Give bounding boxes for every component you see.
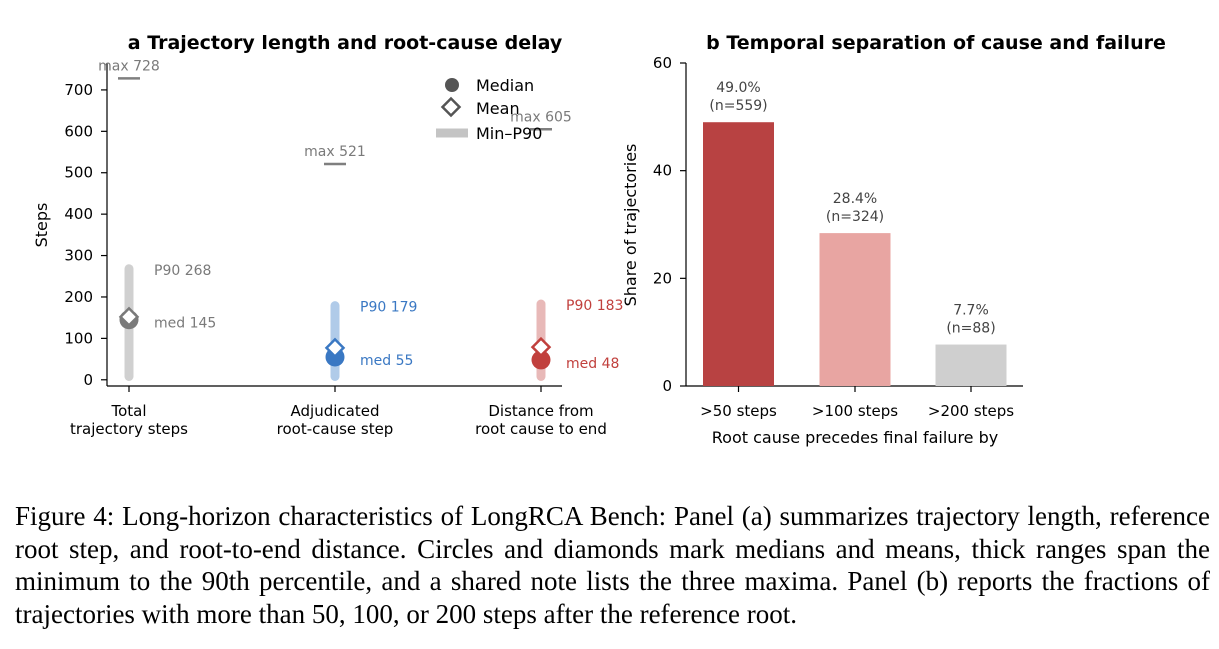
panel-b-xtick-label: >100 steps [812, 402, 898, 420]
panel-a-xtick-label: Total [110, 402, 146, 420]
max-label: max 521 [304, 144, 366, 160]
legend-mean-label: Mean [476, 99, 520, 118]
bar-count-label: (n=324) [826, 209, 884, 225]
legend-median-marker [445, 78, 459, 92]
median-label: med 145 [154, 316, 216, 332]
p90-label: P90 183 [566, 298, 623, 314]
panel-a-ytick-label: 100 [64, 329, 93, 347]
bar-percent-label: 49.0% [716, 80, 760, 96]
median-marker [531, 350, 551, 370]
panel-a-ytick-label: 600 [64, 122, 93, 140]
median-label: med 55 [360, 353, 413, 369]
panel-b-ytick-label: 0 [662, 377, 672, 395]
panel-a-xtick-label: root-cause step [277, 420, 394, 438]
max-label: max 728 [98, 58, 160, 74]
panel-a: a Trajectory length and root-cause delay… [32, 32, 623, 438]
panel-b-xtick-label: >200 steps [928, 402, 1014, 420]
panel-a-ytick-label: 300 [64, 247, 93, 265]
mean-marker [530, 336, 552, 358]
panel-a-title: a Trajectory length and root-cause delay [128, 32, 563, 54]
panel-a-xtick-label: trajectory steps [70, 420, 188, 438]
panel-a-xtick-label: root cause to end [475, 420, 607, 438]
figure-caption: Figure 4: Long-horizon characteristics o… [15, 501, 1210, 629]
panel-a-xtick-label: Distance from [488, 402, 593, 420]
panel-a-legend: Median Mean Min–P90 [436, 76, 542, 143]
panel-b-ytick-label: 20 [653, 269, 672, 287]
bar-percent-label: 7.7% [953, 303, 989, 319]
bar-count-label: (n=559) [709, 98, 767, 114]
bar-percent-label: 28.4% [833, 191, 877, 207]
max-label: max 605 [510, 109, 572, 125]
panel-a-ytick-label: 200 [64, 288, 93, 306]
panel-b-ytick-label: 60 [653, 54, 672, 72]
figure: a Trajectory length and root-cause delay… [32, 32, 1166, 447]
panel-a-ytick-label: 500 [64, 164, 93, 182]
legend-median-label: Median [476, 76, 534, 95]
panel-b-xtick-label: >50 steps [700, 402, 777, 420]
panel-a-ytick-label: 0 [83, 371, 93, 389]
panel-b-ylabel: Share of trajectories [621, 144, 640, 307]
panel-a-xtick-label: Adjudicated [291, 402, 380, 420]
median-label: med 48 [566, 356, 619, 372]
p90-label: P90 179 [360, 300, 417, 316]
panel-b-title: b Temporal separation of cause and failu… [706, 32, 1166, 54]
bar [935, 344, 1007, 386]
panel-b-xlabel: Root cause precedes final failure by [712, 428, 998, 447]
panel-b: b Temporal separation of cause and failu… [621, 32, 1166, 447]
legend-range-label: Min–P90 [476, 124, 542, 143]
panel-b-ytick-label: 40 [653, 162, 672, 180]
panel-a-ytick-label: 400 [64, 205, 93, 223]
bar [819, 233, 891, 386]
bar [703, 122, 774, 386]
panel-a-ylabel: Steps [32, 203, 51, 248]
p90-label: P90 268 [154, 263, 211, 279]
mean-marker [118, 306, 140, 328]
mean-marker [324, 337, 346, 359]
bar-count-label: (n=88) [946, 321, 995, 337]
panel-a-ytick-label: 700 [64, 81, 93, 99]
legend-mean-marker [440, 96, 462, 118]
